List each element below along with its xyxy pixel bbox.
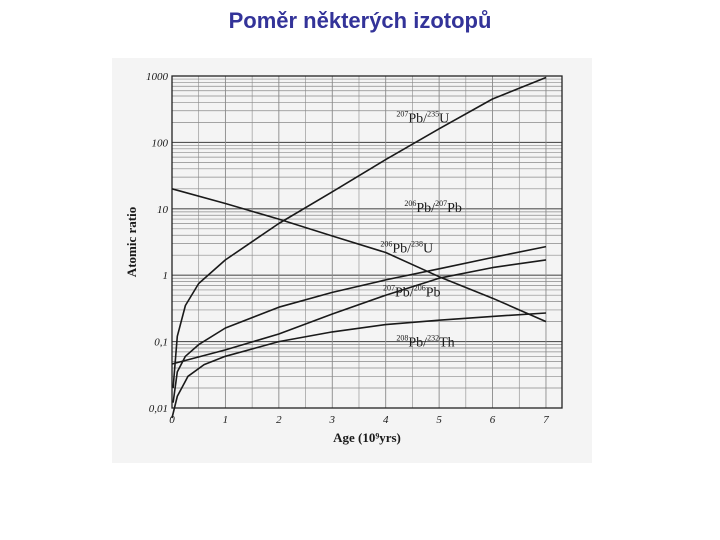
- x-tick-label: 3: [329, 414, 336, 426]
- plot-frame: [171, 75, 563, 409]
- series-line-1: [171, 188, 547, 323]
- chart-ticks: 0 1 2 3 4 5 6 7 0,01 0,1 1 10 100 1000: [146, 71, 549, 426]
- series-line-2: [172, 245, 547, 403]
- chart-grid: [171, 76, 562, 409]
- x-axis-title: Age (10⁹yrs): [333, 430, 401, 445]
- y-tick-label: 1: [163, 270, 169, 282]
- x-tick-label: 5: [436, 414, 442, 426]
- chart-series: [171, 76, 547, 419]
- chart-figure: 0 1 2 3 4 5 6 7 0,01 0,1 1 10 100 1000 Age (10⁹yrs) At…: [112, 58, 592, 463]
- y-tick-label: 100: [152, 137, 169, 149]
- x-tick-label: 7: [543, 414, 549, 426]
- series-label-1: 206Pb/207Pb: [404, 199, 461, 216]
- series-label-4: 208Pb/232Th: [396, 333, 454, 350]
- y-tick-label: 0,1: [154, 337, 168, 349]
- x-tick-label: 2: [276, 414, 282, 426]
- series-label-2: 206Pb/238U: [380, 239, 433, 256]
- chart-labels: Age (10⁹yrs) Atomic ratio 207Pb/235U 206Pb/…: [124, 109, 462, 445]
- series-line-4: [171, 312, 547, 419]
- series-label-3: 207Pb/206Pb: [383, 283, 440, 300]
- x-tick-label: 6: [490, 414, 496, 426]
- chart-axes: [171, 75, 563, 409]
- series-label-0: 207Pb/235U: [396, 109, 449, 126]
- slide-title: Poměr některých izotopů: [228, 8, 492, 33]
- y-tick-label: 0,01: [149, 403, 168, 415]
- series-line-0: [172, 76, 547, 389]
- x-tick-label: 0: [169, 414, 175, 426]
- x-tick-label: 4: [383, 414, 389, 426]
- series-line-3: [171, 259, 547, 365]
- y-tick-label: 10: [157, 204, 169, 216]
- y-tick-label: 1000: [146, 71, 169, 83]
- y-axis-title: Atomic ratio: [124, 207, 139, 277]
- isotope-ratio-chart: 0 1 2 3 4 5 6 7 0,01 0,1 1 10 100 1000 Age (10⁹yrs) At…: [124, 71, 563, 445]
- x-tick-label: 1: [223, 414, 229, 426]
